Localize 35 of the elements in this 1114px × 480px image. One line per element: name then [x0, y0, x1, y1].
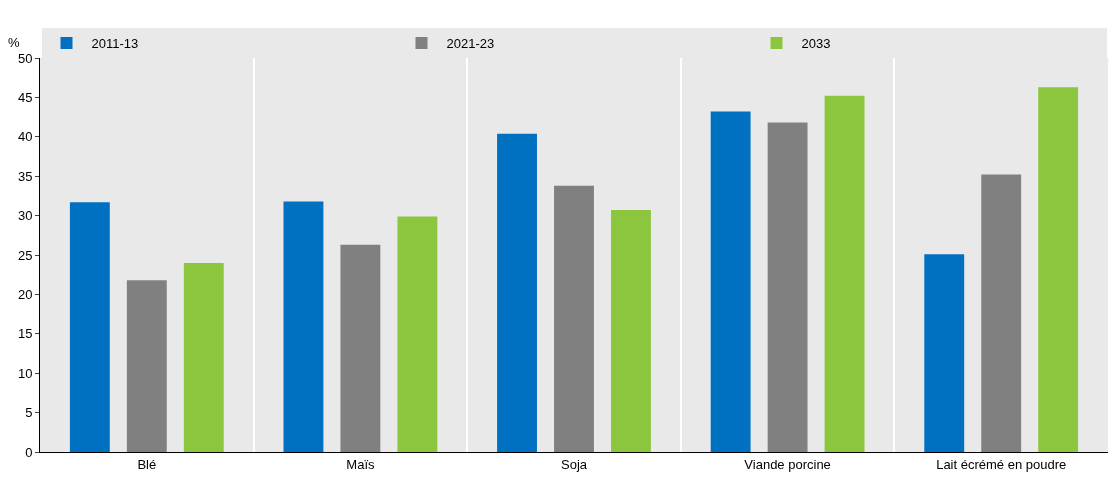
bar: [767, 122, 808, 452]
bar: [824, 95, 865, 452]
y-tick-label: 5: [25, 405, 33, 421]
bar: [554, 185, 594, 452]
y-tick-label: 30: [17, 208, 33, 224]
y-tick-label: 20: [17, 286, 33, 302]
legend-label: 2011-13: [91, 36, 139, 52]
x-tick-label: Maïs: [346, 456, 375, 472]
x-tick-label: Viande porcine: [744, 456, 831, 472]
bar: [340, 244, 381, 452]
legend-label: 2021-23: [446, 36, 495, 52]
bar: [397, 216, 438, 452]
y-tick-label: 40: [17, 129, 33, 145]
y-tick-label: 0: [25, 444, 33, 460]
bar: [924, 254, 965, 452]
y-tick-label: 35: [17, 168, 33, 184]
bar: [710, 111, 751, 452]
y-tick-label: 45: [17, 89, 33, 105]
y-tick-label: 25: [17, 247, 33, 263]
y-axis-title: %: [8, 35, 20, 50]
x-tick-label: Soja: [560, 456, 588, 472]
y-tick-label: 10: [17, 365, 33, 381]
bar: [1038, 87, 1079, 452]
x-tick-label: Blé: [137, 456, 157, 472]
bar: [283, 201, 324, 452]
y-tick-label: 50: [17, 50, 33, 66]
legend-label: 2033: [801, 36, 831, 52]
bar: [183, 262, 224, 452]
bar: [981, 174, 1022, 452]
bar: [69, 202, 110, 452]
bar: [497, 133, 537, 452]
y-tick-label: 15: [17, 326, 33, 342]
x-tick-label: Lait écrémé en poudre: [936, 456, 1067, 472]
bar: [126, 280, 167, 452]
bar: [611, 210, 651, 452]
